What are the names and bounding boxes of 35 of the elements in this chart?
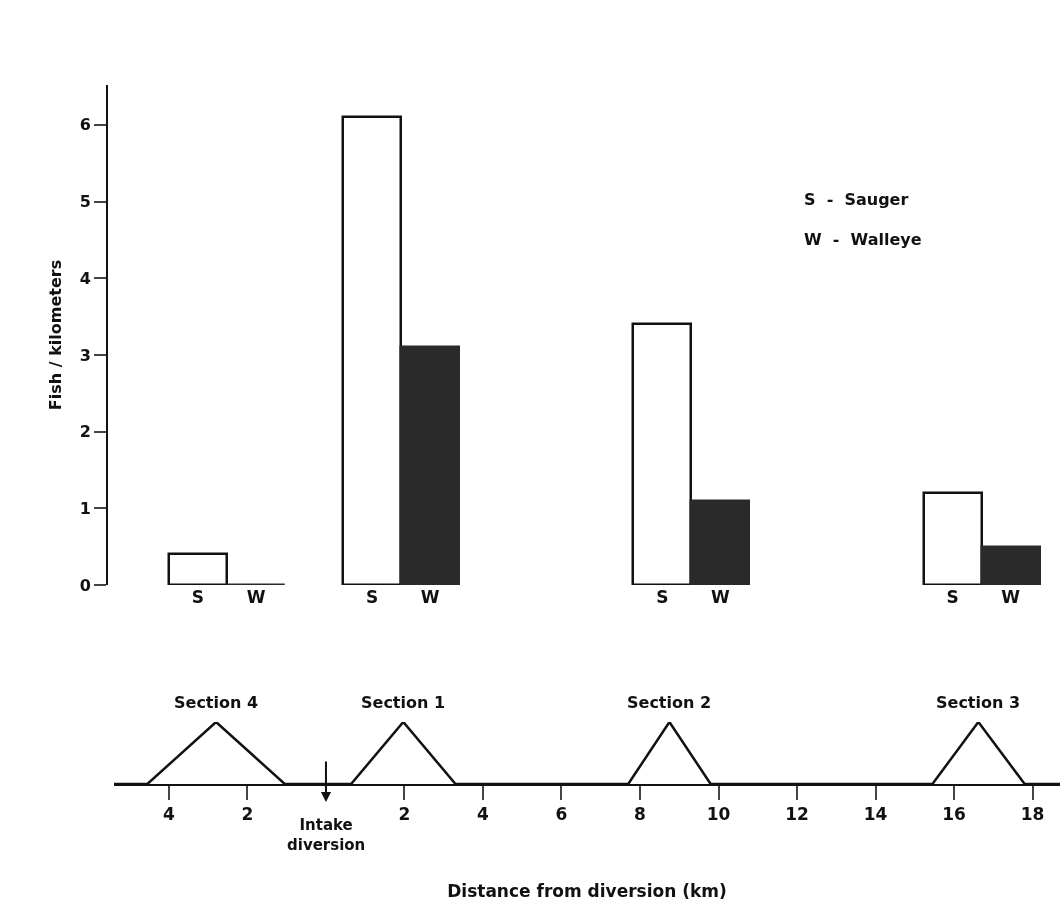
x-tick-label: 4 — [163, 804, 176, 825]
y-tick-label: 1 — [79, 498, 91, 518]
x-tick-label: 2 — [241, 804, 254, 825]
x-tick-label: 10 — [706, 804, 731, 825]
y-axis-title: Fish / kilometers — [46, 259, 66, 411]
annotation: Section 2 — [627, 693, 712, 712]
x-tick-label: 12 — [785, 804, 809, 825]
annotation: Section 4 — [174, 693, 259, 712]
y-tick-label: 4 — [79, 268, 91, 288]
annotation: Intake diversion — [287, 816, 366, 854]
x-tick-label: W — [1001, 587, 1021, 607]
annotation: Section 1 — [361, 693, 446, 712]
x-axis-title: Distance from diversion (km) — [447, 881, 727, 902]
x-tick-label: S — [946, 587, 959, 607]
x-tick-label: 14 — [863, 804, 888, 825]
y-tick-label: 3 — [79, 345, 91, 365]
x-tick-label: S — [191, 587, 205, 607]
annotation: S - Sauger — [804, 190, 909, 209]
x-tick-label: W — [246, 587, 266, 607]
y-tick-label: 6 — [79, 115, 91, 135]
x-tick-label: 2 — [398, 804, 411, 825]
y-tick-label: 5 — [79, 192, 91, 212]
x-tick-label: 8 — [634, 804, 646, 825]
y-tick-label: 2 — [79, 422, 91, 442]
x-tick-label: W — [711, 587, 731, 607]
x-tick-label: 18 — [1020, 804, 1045, 825]
x-tick-label: S — [656, 587, 669, 607]
x-tick-label: 6 — [555, 804, 568, 825]
annotation: W - Walleye — [804, 230, 922, 249]
x-tick-label: 16 — [942, 804, 966, 825]
y-tick-label: 0 — [79, 575, 91, 595]
x-tick-label: S — [365, 587, 379, 607]
annotation: Section 3 — [936, 693, 1021, 712]
x-tick-label: 4 — [477, 804, 490, 825]
x-tick-label: W — [420, 587, 440, 607]
